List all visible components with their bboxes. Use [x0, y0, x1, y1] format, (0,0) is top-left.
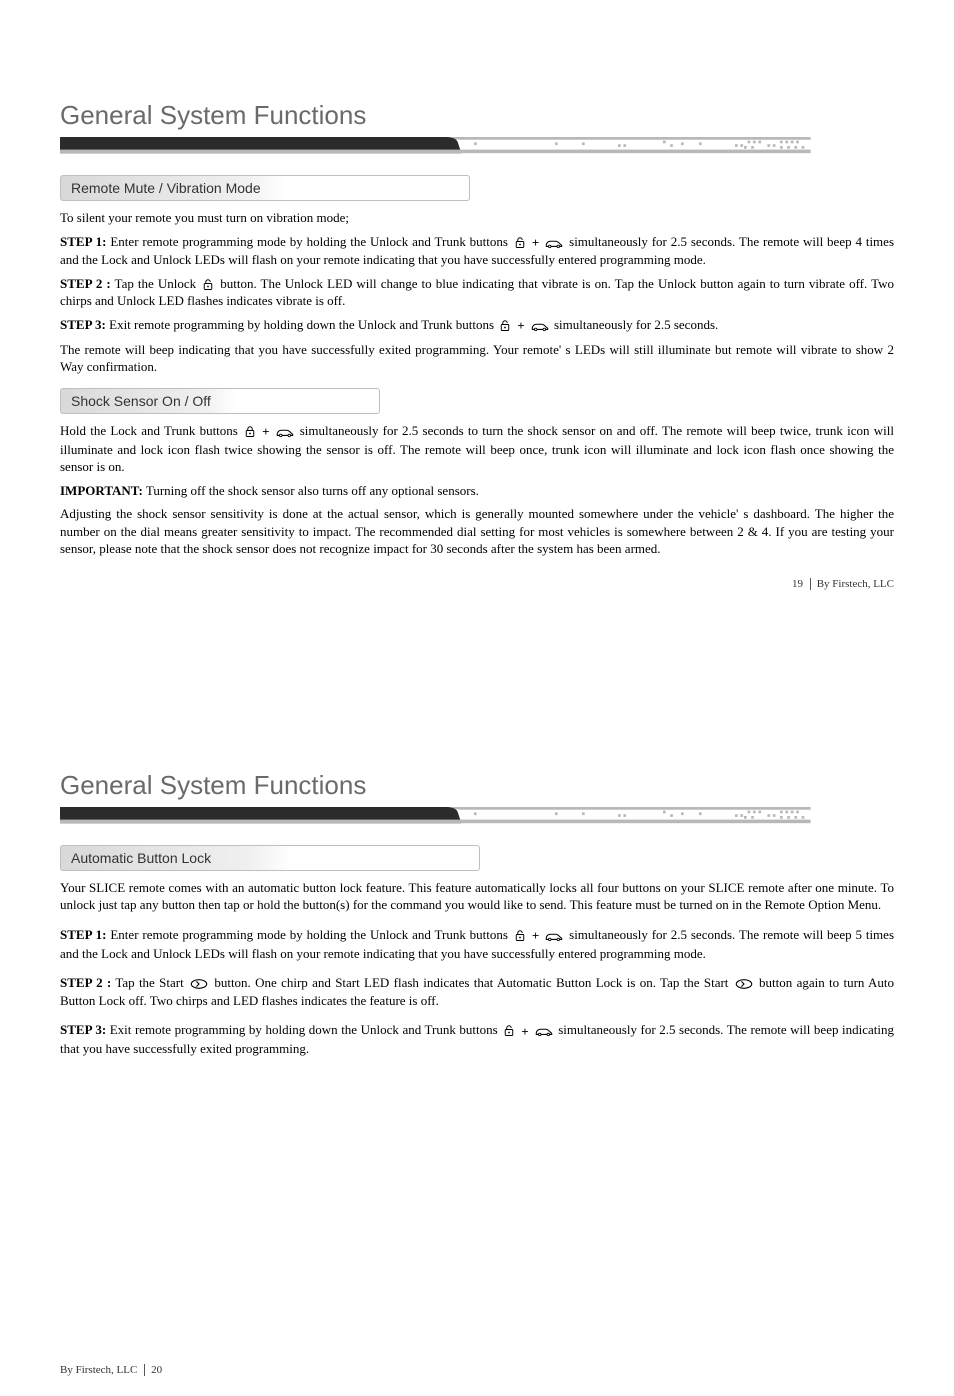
- start-icon: [188, 978, 210, 990]
- page-footer-right: 19 By Firstech, LLC: [60, 578, 894, 590]
- step-2-a: Tap the Start: [111, 975, 188, 990]
- shock-para-1a: Hold the Lock and Trunk buttons: [60, 423, 242, 438]
- trunk-icon: [543, 930, 565, 942]
- unlock-icon: [501, 1025, 517, 1037]
- section-auto-button-lock-header: Automatic Button Lock: [60, 845, 480, 871]
- section-remote-mute-header: Remote Mute / Vibration Mode: [60, 175, 470, 201]
- abl-step-3: STEP 3: Exit remote programming by holdi…: [60, 1021, 894, 1057]
- page-19: General System Functions Remote Mute / V…: [0, 0, 954, 630]
- page-number: 20: [144, 1364, 162, 1376]
- trunk-icon: [543, 237, 565, 249]
- unlock-plus-trunk-icon: +: [497, 317, 550, 335]
- trunk-icon: [274, 426, 296, 438]
- shock-para-2: Adjusting the shock sensor sensitivity i…: [60, 505, 894, 558]
- abl-intro: Your SLICE remote comes with an automati…: [60, 879, 894, 914]
- step-3-cont: The remote will beep indicating that you…: [60, 341, 894, 376]
- step-3-label: STEP 3:: [60, 317, 106, 332]
- step-1-label: STEP 1:: [60, 234, 107, 249]
- footer-company: By Firstech, LLC: [810, 578, 894, 590]
- page-gap: [0, 630, 954, 710]
- lock-icon: [242, 426, 258, 438]
- page-title: General System Functions: [60, 770, 894, 801]
- step-2: STEP 2 : Tap the Unlock button. The Unlo…: [60, 275, 894, 310]
- trunk-icon: [529, 320, 551, 332]
- plus-icon: +: [515, 317, 526, 335]
- step-3: STEP 3: Exit remote programming by holdi…: [60, 316, 894, 335]
- plus-icon: +: [519, 1023, 530, 1041]
- important-line: IMPORTANT: Turning off the shock sensor …: [60, 482, 894, 500]
- unlock-icon: [512, 930, 528, 942]
- title-swoosh: [60, 137, 894, 155]
- abl-step-2: STEP 2 : Tap the Start button. One chirp…: [60, 974, 894, 1009]
- intro-text: To silent your remote you must turn on v…: [60, 209, 894, 227]
- step-3-a: Exit remote programming by holding down …: [106, 1022, 501, 1037]
- unlock-plus-trunk-icon: +: [512, 234, 565, 252]
- page-20: General System Functions Automatic Butto…: [0, 710, 954, 1104]
- step-3-a: Exit remote programming by holding down …: [106, 317, 497, 332]
- step-1-a: Enter remote programming mode by holding…: [107, 234, 512, 249]
- plus-icon: +: [530, 927, 541, 945]
- important-label: IMPORTANT:: [60, 483, 143, 498]
- page-title: General System Functions: [60, 100, 894, 131]
- unlock-icon: [512, 237, 528, 249]
- step-3-label: STEP 3:: [60, 1022, 106, 1037]
- footer-company: By Firstech, LLC: [60, 1364, 137, 1376]
- abl-step-1: STEP 1: Enter remote programming mode by…: [60, 926, 894, 962]
- shock-para-1: Hold the Lock and Trunk buttons + simult…: [60, 422, 894, 476]
- step-2-a: Tap the Unlock: [111, 276, 200, 291]
- unlock-icon: [200, 279, 216, 291]
- important-text: Turning off the shock sensor also turns …: [143, 483, 479, 498]
- unlock-plus-trunk-icon: +: [501, 1023, 554, 1041]
- step-2-label: STEP 2 :: [60, 276, 111, 291]
- unlock-icon: [497, 320, 513, 332]
- section-shock-sensor-header: Shock Sensor On / Off: [60, 388, 380, 414]
- step-1: STEP 1: Enter remote programming mode by…: [60, 233, 894, 269]
- step-2-b: button. One chirp and Start LED flash in…: [210, 975, 733, 990]
- step-1-label: STEP 1:: [60, 927, 107, 942]
- lock-plus-trunk-icon: +: [242, 423, 295, 441]
- plus-icon: +: [530, 234, 541, 252]
- title-swoosh: [60, 807, 894, 825]
- page-number: 19: [792, 578, 803, 590]
- page-footer-left: By Firstech, LLC 20: [0, 1364, 954, 1396]
- plus-icon: +: [260, 423, 271, 441]
- step-3-b: simultaneously for 2.5 seconds.: [551, 317, 719, 332]
- start-icon: [733, 978, 755, 990]
- step-2-label: STEP 2 :: [60, 975, 111, 990]
- step-1-a: Enter remote programming mode by holding…: [107, 927, 512, 942]
- unlock-plus-trunk-icon: +: [512, 927, 565, 945]
- trunk-icon: [533, 1025, 555, 1037]
